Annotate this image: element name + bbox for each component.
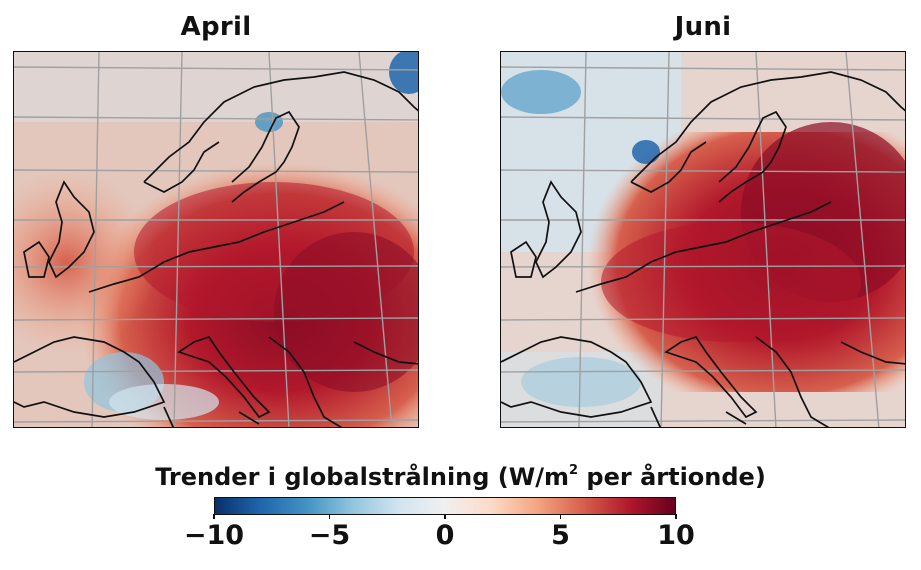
graticule — [501, 52, 905, 427]
colorbar — [214, 497, 676, 515]
cool-patch-norway — [632, 140, 660, 164]
colorbar-tick — [213, 514, 215, 519]
colorbar-tick — [559, 514, 562, 519]
map-svg-april — [14, 52, 418, 427]
map-panel-april — [13, 51, 419, 428]
colorbar-tick — [328, 514, 331, 519]
cool-patch-southwest — [521, 357, 641, 407]
colorbar-tick-label: 10 — [657, 520, 695, 551]
panel-title-april: April — [180, 12, 252, 42]
cool-patch-northeast — [389, 52, 418, 94]
warm-patch-east — [274, 232, 418, 392]
map-svg-juni — [501, 52, 905, 427]
colorbar-tick — [675, 514, 677, 519]
cool-patch-baltic — [255, 112, 283, 132]
colorbar-label-sup: 2 — [569, 463, 579, 478]
ocean-haze-north — [14, 52, 418, 122]
colorbar-label-prefix: Trender i globalstrålning (W/m — [155, 463, 570, 491]
graticule — [14, 52, 418, 427]
colorbar-label: Trender i globalstrålning (W/m2 per årti… — [0, 463, 921, 491]
colorbar-label-suffix: per årtionde) — [578, 463, 766, 491]
coastlines — [501, 71, 905, 427]
cool-patch-atlantic — [501, 70, 581, 114]
colorbar-tick-label: −5 — [308, 520, 351, 551]
coastlines — [14, 71, 418, 427]
warm-patch-central — [601, 222, 861, 342]
panel-title-juni: Juni — [674, 12, 732, 42]
map-panel-juni — [500, 51, 906, 428]
colorbar-tick-label: 0 — [435, 520, 455, 551]
colorbar-tick-label: 5 — [551, 520, 570, 551]
colorbar-tick-label: −10 — [183, 520, 245, 551]
colorbar-tick — [444, 514, 446, 519]
